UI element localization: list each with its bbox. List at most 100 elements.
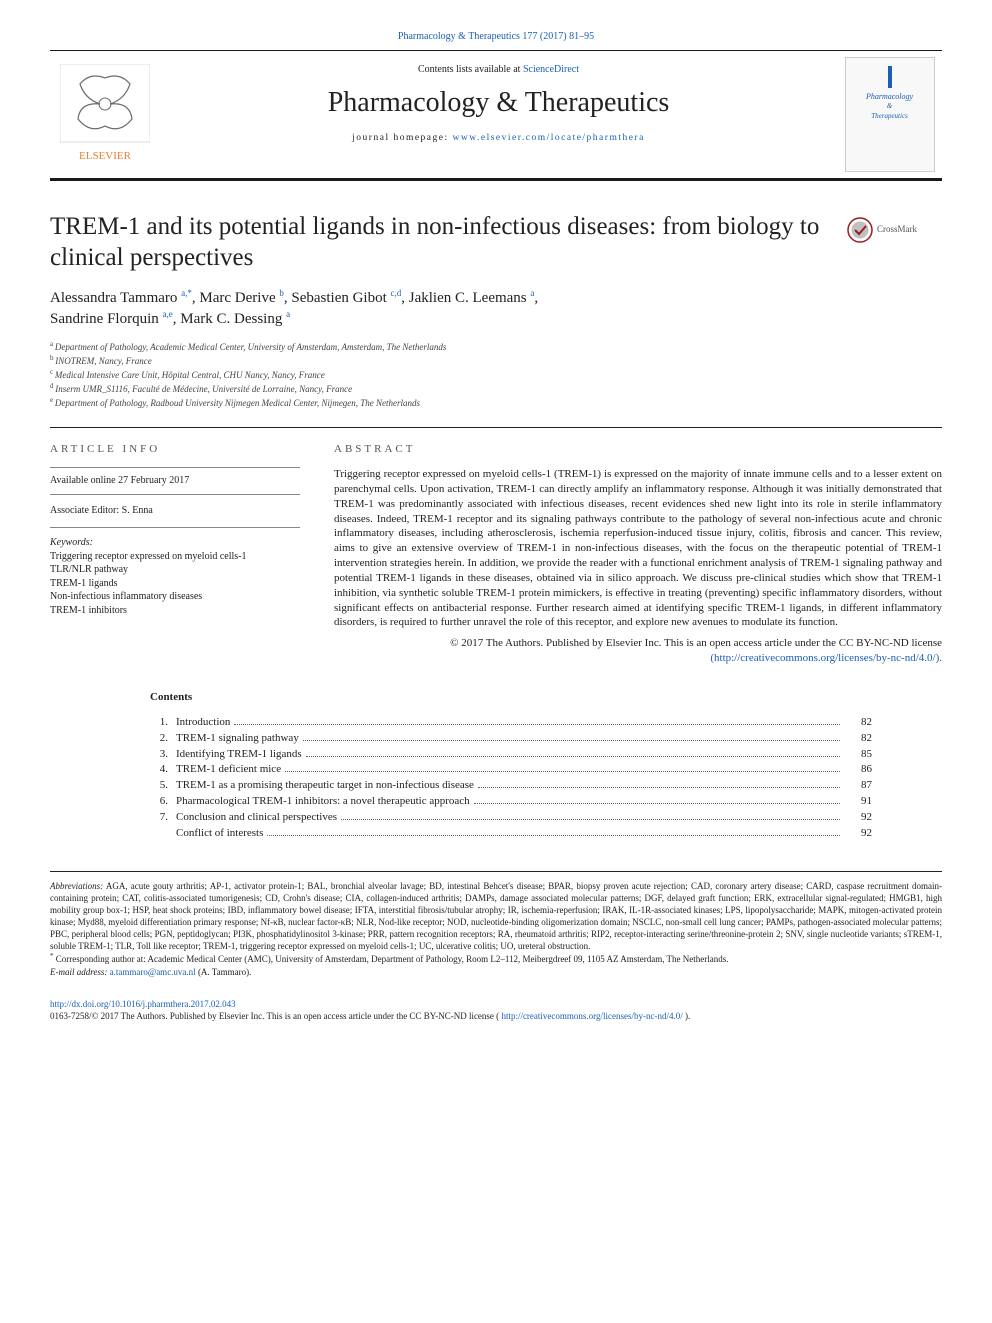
- issn-line: 0163-7258/© 2017 The Authors. Published …: [50, 1011, 499, 1021]
- contents-available-line: Contents lists available at ScienceDirec…: [170, 63, 827, 77]
- toc-page: 87: [844, 778, 872, 793]
- toc-label: TREM-1 deficient mice: [176, 762, 281, 777]
- cover-title-line2: Therapeutics: [871, 112, 908, 121]
- footnotes-block: Abbreviations: AGA, acute gouty arthriti…: [50, 871, 942, 978]
- toc-number: 7.: [150, 810, 176, 825]
- publisher-logo-cell: ELSEVIER: [50, 57, 160, 172]
- article-title-text: TREM-1 and its potential ligands in non-…: [50, 213, 819, 271]
- toc-label: Introduction: [176, 715, 230, 730]
- toc-row[interactable]: 5.TREM-1 as a promising therapeutic targ…: [150, 778, 872, 793]
- contents-header: Contents: [150, 690, 872, 705]
- elsevier-logo-icon: ELSEVIER: [60, 64, 150, 164]
- top-journal-reference: Pharmacology & Therapeutics 177 (2017) 8…: [50, 30, 942, 44]
- toc-leader-dots: [341, 819, 840, 820]
- journal-header-center: Contents lists available at ScienceDirec…: [170, 57, 827, 172]
- toc-number: 2.: [150, 731, 176, 746]
- keywords-header: Keywords:: [50, 536, 300, 550]
- sciencedirect-link[interactable]: ScienceDirect: [523, 64, 579, 75]
- homepage-label: journal homepage:: [352, 133, 452, 143]
- affiliation-row: a Department of Pathology, Academic Medi…: [50, 340, 942, 353]
- corresp-marker: *: [50, 952, 54, 960]
- affiliation-sup: a: [50, 340, 55, 348]
- affiliation-list: a Department of Pathology, Academic Medi…: [50, 340, 942, 410]
- affiliation-sup: d: [50, 382, 55, 390]
- toc-row[interactable]: 7.Conclusion and clinical perspectives 92: [150, 810, 872, 825]
- toc-number: 5.: [150, 778, 176, 793]
- affiliation-sup: c: [50, 368, 55, 376]
- author: Sebastien Gibot c,d: [291, 290, 401, 306]
- abbreviations-label: Abbreviations:: [50, 881, 103, 891]
- toc-page: 82: [844, 731, 872, 746]
- toc-row[interactable]: 3.Identifying TREM-1 ligands 85: [150, 747, 872, 762]
- toc-number: 3.: [150, 747, 176, 762]
- license-link[interactable]: (http://creativecommons.org/licenses/by-…: [710, 652, 942, 664]
- toc-page: 82: [844, 715, 872, 730]
- journal-homepage-link[interactable]: www.elsevier.com/locate/pharmthera: [453, 133, 645, 143]
- author-affil-sup: a: [286, 309, 290, 319]
- toc-label: Conclusion and clinical perspectives: [176, 810, 337, 825]
- abbreviations-footnote: Abbreviations: AGA, acute gouty arthriti…: [50, 880, 942, 953]
- toc-page: 86: [844, 762, 872, 777]
- contents-available-text: Contents lists available at: [418, 64, 523, 75]
- crossmark-label: CrossMark: [877, 224, 917, 235]
- author: Marc Derive b: [199, 290, 283, 306]
- affiliation-sup: e: [50, 396, 55, 404]
- journal-homepage-line: journal homepage: www.elsevier.com/locat…: [170, 132, 827, 145]
- author-affil-sup: a: [530, 288, 534, 298]
- abstract-column: ABSTRACT Triggering receptor expressed o…: [334, 442, 942, 666]
- article-info-header: ARTICLE INFO: [50, 442, 300, 457]
- toc-leader-dots: [478, 787, 840, 788]
- keyword: Triggering receptor expressed on myeloid…: [50, 550, 300, 564]
- journal-header-band: ELSEVIER Contents lists available at Sci…: [50, 50, 942, 181]
- issn-suffix: ).: [685, 1011, 690, 1021]
- author: Sandrine Florquin a,e: [50, 311, 173, 327]
- toc-leader-dots: [234, 724, 840, 725]
- toc-leader-dots: [285, 771, 840, 772]
- toc-row[interactable]: 4.TREM-1 deficient mice86: [150, 762, 872, 777]
- email-label: E-mail address:: [50, 967, 107, 977]
- keyword: TREM-1 inhibitors: [50, 604, 300, 618]
- affiliation-row: d Inserm UMR_S1116, Faculté de Médecine,…: [50, 382, 942, 395]
- crossmark-icon: [847, 217, 873, 243]
- associate-editor-line: Associate Editor: S. Enna: [50, 501, 300, 529]
- page-container: Pharmacology & Therapeutics 177 (2017) 8…: [0, 0, 992, 1042]
- author-affil-sup: b: [279, 288, 284, 298]
- contents-block: Contents 1.Introduction822.TREM-1 signal…: [150, 690, 872, 841]
- author-affil-sup: a,e: [163, 309, 173, 319]
- article-title: TREM-1 and its potential ligands in non-…: [50, 211, 942, 274]
- toc-number: 6.: [150, 794, 176, 809]
- copyright-text: © 2017 The Authors. Published by Elsevie…: [450, 637, 942, 649]
- toc-label: Identifying TREM-1 ligands: [176, 747, 302, 762]
- keyword: TLR/NLR pathway: [50, 563, 300, 577]
- keyword: Non-infectious inflammatory diseases: [50, 590, 300, 604]
- cover-accent-bar: [888, 66, 892, 88]
- svg-text:ELSEVIER: ELSEVIER: [79, 150, 132, 162]
- toc-page: 85: [844, 747, 872, 762]
- keyword: TREM-1 ligands: [50, 577, 300, 591]
- toc-leader-dots: [474, 803, 840, 804]
- affiliation-row: e Department of Pathology, Radboud Unive…: [50, 396, 942, 409]
- affiliation-sup: b: [50, 354, 55, 362]
- toc-row[interactable]: 2.TREM-1 signaling pathway 82: [150, 731, 872, 746]
- toc-page: 91: [844, 794, 872, 809]
- author-affil-sup: a,*: [181, 288, 192, 298]
- copyright-line: © 2017 The Authors. Published by Elsevie…: [334, 636, 942, 666]
- journal-ref-link[interactable]: Pharmacology & Therapeutics 177 (2017) 8…: [398, 31, 594, 42]
- toc-list: 1.Introduction822.TREM-1 signaling pathw…: [150, 715, 872, 841]
- bottom-license-link[interactable]: http://creativecommons.org/licenses/by-n…: [501, 1011, 682, 1021]
- article-info-column: ARTICLE INFO Available online 27 Februar…: [50, 442, 300, 666]
- toc-row[interactable]: 1.Introduction82: [150, 715, 872, 730]
- crossmark-badge[interactable]: CrossMark: [847, 215, 942, 245]
- toc-page: 92: [844, 810, 872, 825]
- author: Jaklien C. Leemans a: [409, 290, 535, 306]
- toc-row[interactable]: 6.Pharmacological TREM-1 inhibitors: a n…: [150, 794, 872, 809]
- toc-leader-dots: [267, 835, 840, 836]
- doi-link[interactable]: http://dx.doi.org/10.1016/j.pharmthera.2…: [50, 999, 236, 1009]
- toc-row[interactable]: Conflict of interests92: [150, 826, 872, 841]
- affiliation-row: b INOTREM, Nancy, France: [50, 354, 942, 367]
- available-online-line: Available online 27 February 2017: [50, 467, 300, 495]
- journal-cover-cell: Pharmacology & Therapeutics: [837, 57, 942, 172]
- toc-label: TREM-1 signaling pathway: [176, 731, 299, 746]
- toc-leader-dots: [303, 740, 840, 741]
- email-link[interactable]: a.tammaro@amc.uva.nl: [110, 967, 196, 977]
